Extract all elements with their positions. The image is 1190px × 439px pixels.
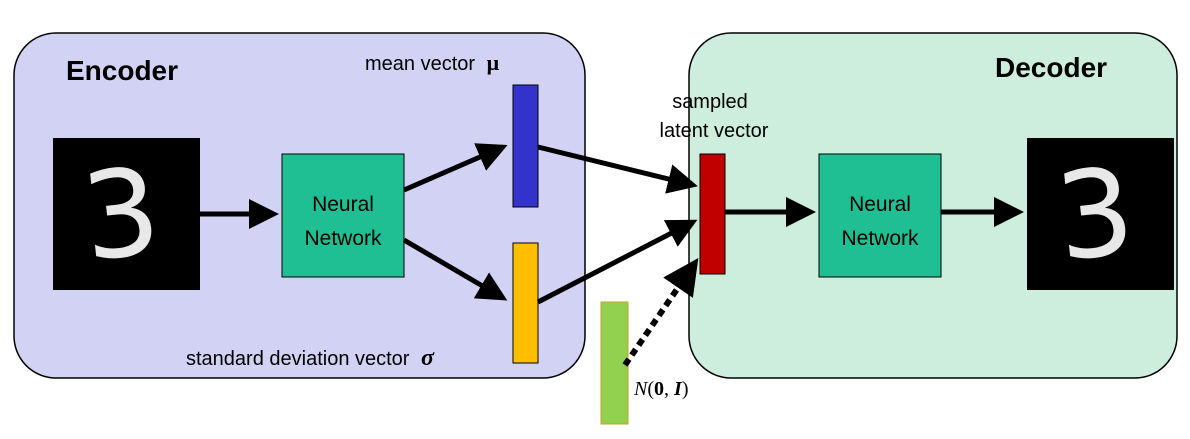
noise-label: N(0, I) <box>633 378 688 400</box>
std-vector-label: standard deviation vector σ <box>186 345 435 371</box>
latent-label-line2: latent vector <box>660 120 769 142</box>
arrow-encoder-to-mean <box>403 143 508 193</box>
mean-vector-label: mean vector μ <box>365 50 500 75</box>
svg-text:3: 3 <box>76 142 166 288</box>
arrow-noise-to-latent <box>622 258 699 367</box>
svg-text:Neural: Neural <box>312 193 374 216</box>
arrow-encoder-to-std <box>402 237 508 301</box>
decoder-neural-network: Neural Network <box>818 153 942 278</box>
output-digit-image: 3 <box>1027 138 1174 290</box>
latent-label-line1: sampled <box>672 91 748 113</box>
encoder-title: Encoder <box>66 55 178 86</box>
arrow-mean-to-latent <box>537 144 698 194</box>
svg-text:Network: Network <box>841 227 919 250</box>
svg-text:Neural: Neural <box>849 193 911 216</box>
encoder-neural-network: Neural Network <box>281 153 405 278</box>
decoder-title: Decoder <box>995 52 1107 83</box>
arrow-std-to-latent <box>536 219 698 305</box>
svg-text:Network: Network <box>304 227 382 250</box>
latent-vector-bar <box>699 153 726 275</box>
svg-text:3: 3 <box>1050 142 1140 288</box>
mean-vector-bar <box>512 84 539 208</box>
std-vector-bar <box>512 242 539 364</box>
input-digit-image: 3 <box>53 138 200 290</box>
